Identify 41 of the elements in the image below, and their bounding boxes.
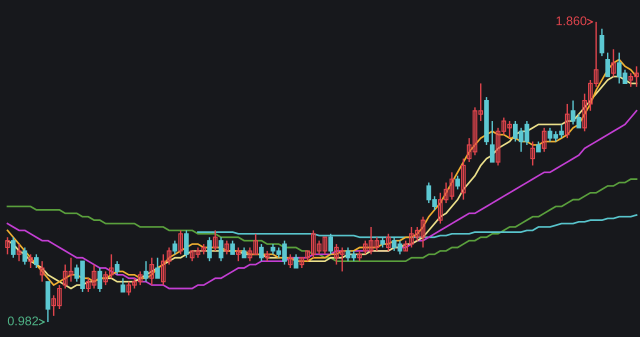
candlestick xyxy=(264,250,270,262)
candlestick xyxy=(600,28,604,57)
candlestick xyxy=(155,257,160,279)
candlestick xyxy=(172,240,178,256)
candlestick xyxy=(10,236,16,258)
candlestick xyxy=(530,140,536,166)
candlestick xyxy=(386,233,391,252)
candlestick xyxy=(28,254,33,269)
candlestick xyxy=(22,246,28,266)
candlestick xyxy=(605,52,610,78)
candlestick xyxy=(16,243,22,262)
candlestick xyxy=(114,260,120,276)
candlestick xyxy=(455,175,460,190)
candlestick xyxy=(149,257,154,286)
annotation: 1.860 xyxy=(556,16,586,26)
candlestick xyxy=(242,246,246,258)
candlestick xyxy=(97,267,102,293)
candlestick xyxy=(207,236,212,262)
candlestick xyxy=(34,254,39,269)
candlestick xyxy=(542,127,547,152)
candlestick xyxy=(144,260,148,282)
candlestick xyxy=(184,230,189,258)
candlestick xyxy=(218,236,224,262)
candlestick xyxy=(357,250,362,262)
candlestick xyxy=(224,240,230,256)
candlestick xyxy=(230,240,235,256)
candlestick xyxy=(294,254,298,269)
candlestick xyxy=(212,230,218,252)
candlestick xyxy=(611,48,616,78)
candlestick xyxy=(461,158,466,200)
candlestick xyxy=(259,243,264,262)
candlestick xyxy=(120,278,126,293)
candlestick xyxy=(288,254,293,269)
annotation: 0.982 xyxy=(8,316,38,326)
candlestick xyxy=(236,246,241,262)
candlestick xyxy=(178,230,183,256)
candlestick xyxy=(40,260,44,282)
candlestick xyxy=(490,120,495,163)
candlestick xyxy=(564,103,570,139)
candlestick xyxy=(536,140,541,152)
candlestick xyxy=(5,236,10,256)
